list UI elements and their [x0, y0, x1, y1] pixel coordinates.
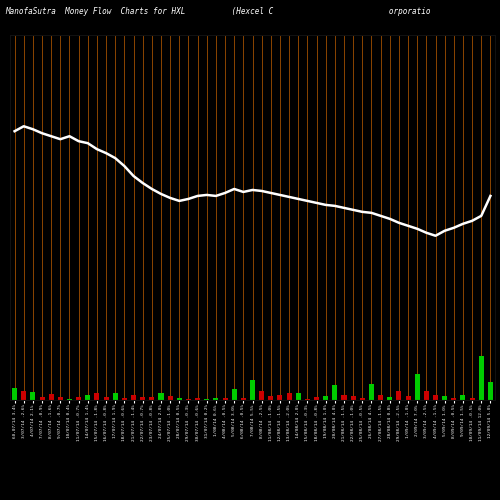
Bar — [76, 398, 81, 400]
Bar — [131, 395, 136, 400]
Bar — [396, 391, 402, 400]
Bar — [414, 374, 420, 400]
Bar — [232, 389, 236, 400]
Bar — [40, 396, 44, 400]
Bar — [360, 398, 365, 400]
Bar — [305, 399, 310, 400]
Bar — [479, 356, 484, 400]
Bar — [104, 397, 108, 400]
Bar — [21, 390, 26, 400]
Bar — [406, 396, 410, 400]
Bar — [268, 396, 274, 400]
Bar — [460, 394, 466, 400]
Bar — [177, 398, 182, 400]
Bar — [140, 398, 145, 400]
Bar — [195, 398, 200, 400]
Bar — [470, 398, 474, 400]
Bar — [241, 398, 246, 400]
Bar — [369, 384, 374, 400]
Bar — [86, 395, 90, 400]
Bar — [250, 380, 255, 400]
Bar — [67, 398, 72, 400]
Bar — [332, 386, 338, 400]
Bar — [452, 398, 456, 400]
Bar — [48, 394, 54, 400]
Bar — [259, 391, 264, 400]
Bar — [168, 396, 172, 400]
Bar — [424, 391, 429, 400]
Bar — [323, 396, 328, 400]
Text: ManofaSutra  Money Flow  Charts for HXL          (Hexcel C                      : ManofaSutra Money Flow Charts for HXL (H… — [5, 8, 430, 16]
Bar — [314, 397, 319, 400]
Bar — [186, 399, 191, 400]
Bar — [222, 398, 228, 400]
Bar — [488, 382, 493, 400]
Bar — [278, 394, 282, 400]
Bar — [296, 392, 301, 400]
Bar — [442, 396, 447, 400]
Bar — [58, 398, 63, 400]
Bar — [158, 392, 164, 400]
Bar — [122, 398, 127, 400]
Bar — [286, 392, 292, 400]
Bar — [387, 397, 392, 400]
Bar — [112, 393, 118, 400]
Bar — [342, 394, 346, 400]
Bar — [150, 397, 154, 400]
Bar — [12, 388, 17, 400]
Bar — [94, 394, 100, 400]
Bar — [30, 392, 36, 400]
Bar — [433, 394, 438, 400]
Bar — [378, 394, 383, 400]
Bar — [214, 398, 218, 400]
Bar — [350, 396, 356, 400]
